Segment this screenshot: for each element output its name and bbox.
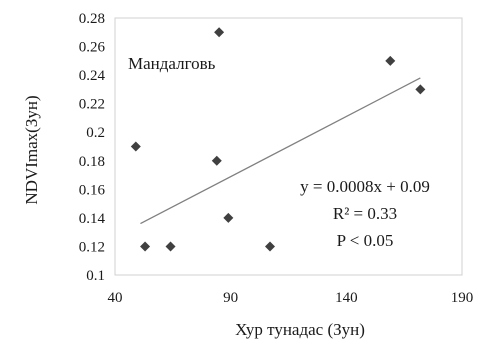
data-point <box>211 155 222 166</box>
x-axis-ticks: 40 90 140 190 <box>108 290 474 306</box>
x-tick-label: 40 <box>108 290 123 306</box>
y-tick-label: 0.12 <box>79 239 105 255</box>
x-tick-label: 90 <box>223 290 238 306</box>
y-axis-ticks: 0.1 0.12 0.14 0.16 0.18 0.2 0.22 0.24 0.26 0.28 <box>79 11 106 284</box>
y-tick-label: 0.18 <box>79 154 105 170</box>
y-tick-label: 0.24 <box>79 68 106 84</box>
y-tick-label: 0.22 <box>79 97 105 113</box>
y-tick-label: 0.1 <box>86 268 105 284</box>
data-point <box>165 241 176 252</box>
regression-equation: y = 0.0008x + 0.09 <box>300 177 430 196</box>
y-tick-label: 0.16 <box>79 182 106 198</box>
y-tick-label: 0.2 <box>86 125 105 141</box>
x-axis-label: Хур тунадас (Зун) <box>235 320 365 339</box>
trendline <box>140 77 421 225</box>
y-tick-label: 0.28 <box>79 11 105 27</box>
y-axis-label: NDVImax(Зун) <box>22 95 41 204</box>
y-tick-label: 0.14 <box>79 211 106 227</box>
x-tick-label: 140 <box>335 290 358 306</box>
data-point <box>385 55 396 66</box>
data-point <box>130 141 141 152</box>
x-tick-label: 190 <box>451 290 474 306</box>
data-point <box>214 27 225 38</box>
data-point <box>140 241 151 252</box>
data-point <box>415 84 426 95</box>
r-squared-label: R² = 0.33 <box>333 204 397 223</box>
data-points <box>130 27 426 252</box>
y-tick-label: 0.26 <box>79 40 106 56</box>
location-label: Мандалговь <box>128 54 216 73</box>
data-point <box>264 241 275 252</box>
data-point <box>223 212 234 223</box>
p-value-label: P < 0.05 <box>337 231 394 250</box>
plot-area-frame <box>114 17 463 276</box>
